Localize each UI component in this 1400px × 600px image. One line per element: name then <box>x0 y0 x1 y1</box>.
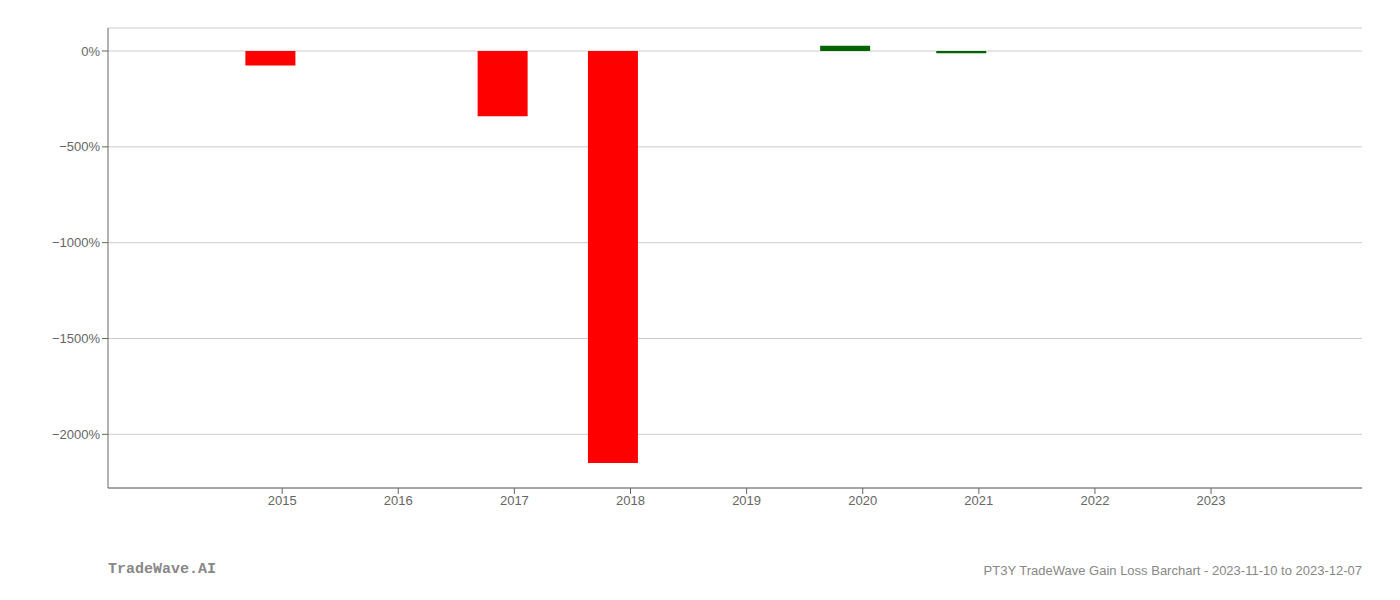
svg-text:2022: 2022 <box>1080 493 1109 508</box>
svg-text:2023: 2023 <box>1197 493 1226 508</box>
html-text:PT3Y TradeWave Gain Loss Barch: PT3Y TradeWave Gain Loss Barchart - 2023… <box>983 563 1362 578</box>
svg-text:2019: 2019 <box>732 493 761 508</box>
svg-text:−1500%: −1500% <box>52 331 101 346</box>
svg-text:−1000%: −1000% <box>52 235 101 250</box>
svg-text:2017: 2017 <box>500 493 529 508</box>
svg-text:0%: 0% <box>81 44 100 59</box>
svg-text:2020: 2020 <box>848 493 877 508</box>
svg-text:2021: 2021 <box>964 493 993 508</box>
svg-text:2016: 2016 <box>384 493 413 508</box>
svg-text:−500%: −500% <box>59 139 100 154</box>
svg-text:2015: 2015 <box>268 493 297 508</box>
svg-text:−2000%: −2000% <box>52 427 101 442</box>
html-text:TradeWave.AI: TradeWave.AI <box>108 561 216 578</box>
svg-text:2018: 2018 <box>616 493 645 508</box>
